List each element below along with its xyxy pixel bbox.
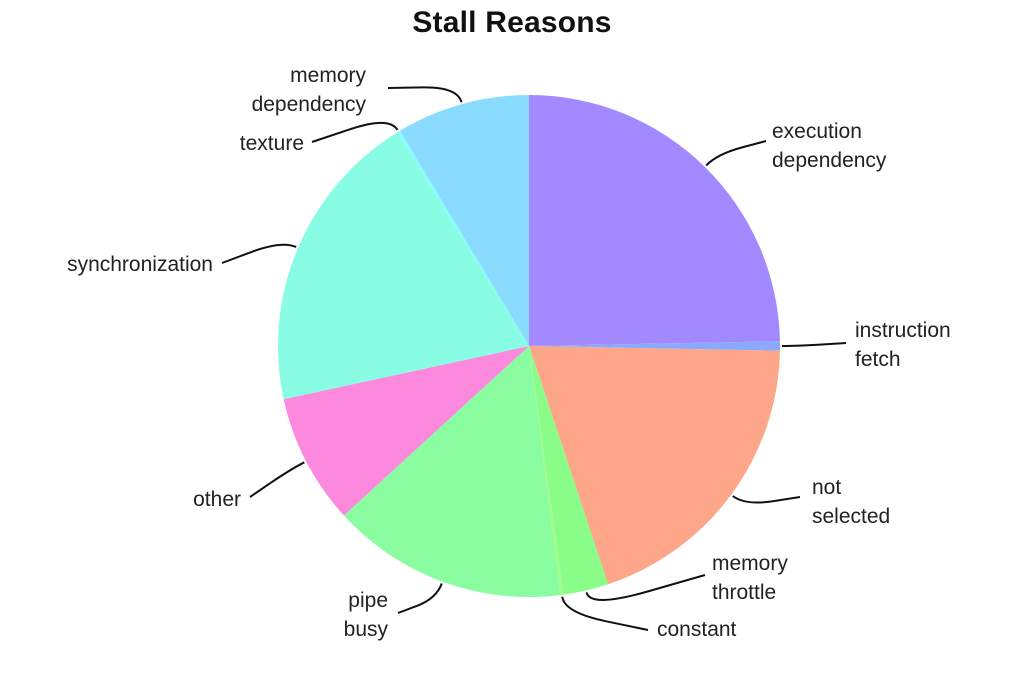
pie-slice-memory-throttle bbox=[529, 346, 609, 595]
labels-layer: execution dependency instruction fetch not se… bbox=[67, 64, 951, 641]
slice-label-line: busy bbox=[344, 618, 389, 641]
leader-line-memory-throttle bbox=[585, 574, 706, 601]
slice-label-line: pipe bbox=[348, 589, 388, 612]
pie-slice-constant bbox=[529, 346, 564, 596]
slice-label-line: constant bbox=[657, 618, 737, 641]
chart-title: Stall Reasons bbox=[412, 6, 612, 39]
slice-label-line: instruction bbox=[855, 319, 951, 342]
slice-label-line: other bbox=[193, 488, 241, 511]
leader-line-instruction-fetch bbox=[781, 342, 847, 347]
leader-line-other bbox=[249, 461, 305, 498]
slice-label-texture: texture bbox=[240, 132, 304, 155]
slice-label-not-selected: not selected bbox=[812, 476, 890, 528]
leader-line-execution-dependency bbox=[705, 140, 767, 167]
slice-label-instruction-fetch: instruction fetch bbox=[855, 319, 951, 371]
slice-label-execution-dependency: execution dependency bbox=[772, 120, 887, 172]
slice-label-constant: constant bbox=[657, 618, 737, 641]
slice-label-line: dependency bbox=[772, 149, 887, 172]
pie-slice-pipe-busy bbox=[343, 346, 561, 598]
leader-line-not-selected bbox=[732, 495, 801, 504]
slice-label-line: dependency bbox=[252, 93, 367, 116]
slice-label-memory-dependency: memory dependency bbox=[252, 64, 367, 116]
leader-line-constant bbox=[561, 596, 649, 631]
pie-slice-execution-dependency bbox=[529, 95, 780, 346]
slice-label-pipe-busy: pipe busy bbox=[344, 589, 389, 641]
slices-layer bbox=[278, 95, 781, 598]
slice-label-line: memory bbox=[712, 552, 788, 575]
slice-label-line: not bbox=[812, 476, 841, 499]
slice-label-memory-throttle: memory throttle bbox=[712, 552, 788, 604]
pie-slice-synchronization bbox=[278, 132, 529, 400]
slice-label-line: execution bbox=[772, 120, 862, 143]
pie-slice-other bbox=[283, 346, 529, 516]
leader-line-texture bbox=[311, 121, 399, 143]
slice-label-other: other bbox=[193, 488, 241, 511]
leader-line-memory-dependency bbox=[387, 86, 463, 103]
slice-label-line: selected bbox=[812, 505, 890, 528]
slice-label-line: fetch bbox=[855, 348, 901, 371]
leaders-layer bbox=[221, 86, 847, 631]
slice-label-synchronization: synchronization bbox=[67, 253, 213, 276]
pie-slice-instruction-fetch bbox=[529, 341, 781, 351]
pie-slice-not-selected bbox=[529, 346, 780, 585]
pie-slice-texture bbox=[397, 130, 529, 346]
slice-label-line: memory bbox=[290, 64, 366, 87]
leader-line-pipe-busy bbox=[397, 583, 443, 614]
slice-label-line: texture bbox=[240, 132, 304, 155]
leader-line-synchronization bbox=[221, 243, 297, 264]
pie-slice-memory-dependency bbox=[399, 95, 529, 346]
slice-label-line: throttle bbox=[712, 581, 776, 604]
slice-label-line: synchronization bbox=[67, 253, 213, 276]
